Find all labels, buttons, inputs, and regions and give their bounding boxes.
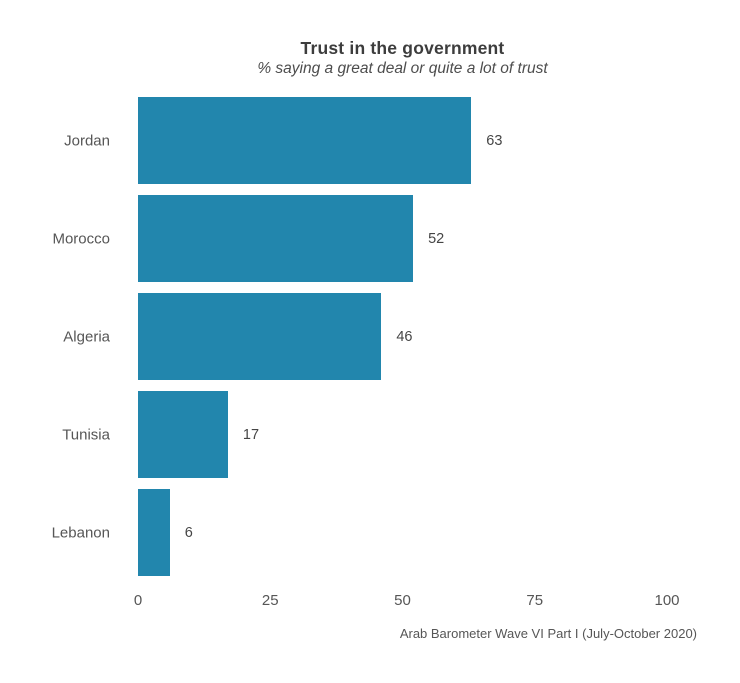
value-label: 63: [486, 132, 503, 149]
value-label: 46: [396, 328, 413, 345]
bar: [138, 195, 414, 282]
x-tick-label: 25: [261, 592, 279, 609]
chart-title: Trust in the government: [300, 38, 505, 58]
category-label: Algeria: [63, 328, 110, 345]
bar: [138, 391, 228, 478]
x-axis: 0 25 50 75 100: [0, 592, 740, 612]
bar: [138, 97, 472, 184]
x-tick-label: 0: [133, 592, 143, 609]
x-tick-label: 75: [526, 592, 544, 609]
category-label: Jordan: [64, 132, 110, 149]
value-label: 17: [242, 426, 260, 443]
bar-row: Algeria 46: [0, 293, 740, 380]
bar: [138, 489, 170, 576]
x-tick-label: 50: [394, 592, 411, 609]
value-label: 52: [428, 230, 445, 247]
category-label: Lebanon: [51, 524, 110, 541]
bar: [138, 293, 382, 380]
bar-row: Lebanon 6: [0, 489, 740, 576]
category-label: Morocco: [52, 230, 110, 247]
bar-row: Jordan 63: [0, 97, 740, 184]
x-tick-label: 100: [654, 592, 680, 609]
chart-subtitle: % saying a great deal or quite a lot of …: [257, 60, 548, 77]
source-caption: Arab Barometer Wave VI Part I (July-Octo…: [399, 626, 697, 641]
value-label: 6: [184, 524, 193, 541]
bar-row: Morocco 52: [0, 195, 740, 282]
category-label: Tunisia: [62, 426, 110, 443]
bar-row: Tunisia 17: [0, 391, 740, 478]
